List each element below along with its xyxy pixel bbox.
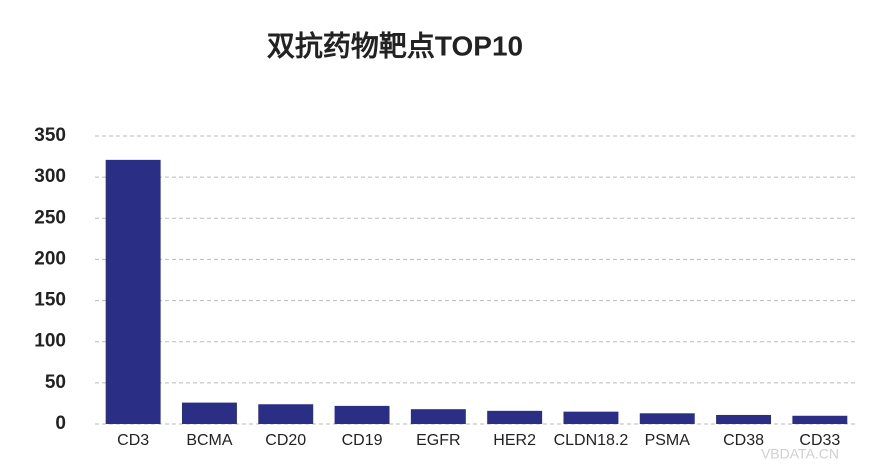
x-tick-label: CD38 bbox=[723, 432, 764, 449]
x-tick-label: CD3 bbox=[117, 432, 149, 449]
bar bbox=[639, 413, 695, 424]
bar bbox=[487, 410, 543, 424]
y-tick-label: 100 bbox=[34, 331, 66, 352]
bar bbox=[410, 409, 466, 424]
bar bbox=[563, 411, 619, 424]
y-tick-label: 50 bbox=[45, 372, 66, 393]
x-tick-label: CD19 bbox=[342, 432, 383, 449]
x-tick-label: PSMA bbox=[645, 432, 691, 449]
bar bbox=[181, 402, 237, 424]
bar bbox=[334, 405, 390, 424]
y-tick-label: 200 bbox=[34, 248, 66, 269]
watermark: VBDATA.CN bbox=[761, 446, 839, 462]
y-tick-label: 0 bbox=[55, 413, 66, 434]
bar bbox=[792, 415, 848, 424]
x-tick-label: HER2 bbox=[493, 432, 536, 449]
bar bbox=[105, 159, 161, 424]
chart-title: 双抗药物靶点TOP10 bbox=[267, 29, 523, 61]
x-tick-label: CLDN18.2 bbox=[554, 432, 629, 449]
bar bbox=[258, 404, 314, 424]
y-tick-label: 250 bbox=[34, 207, 66, 228]
x-tick-label: BCMA bbox=[186, 432, 233, 449]
x-tick-label: CD33 bbox=[799, 432, 840, 449]
x-tick-label: EGFR bbox=[416, 432, 460, 449]
y-tick-label: 300 bbox=[34, 166, 66, 187]
y-tick-label: 350 bbox=[34, 125, 66, 146]
x-tick-label: CD20 bbox=[265, 432, 306, 449]
y-tick-label: 150 bbox=[34, 290, 66, 311]
bar bbox=[716, 414, 772, 424]
